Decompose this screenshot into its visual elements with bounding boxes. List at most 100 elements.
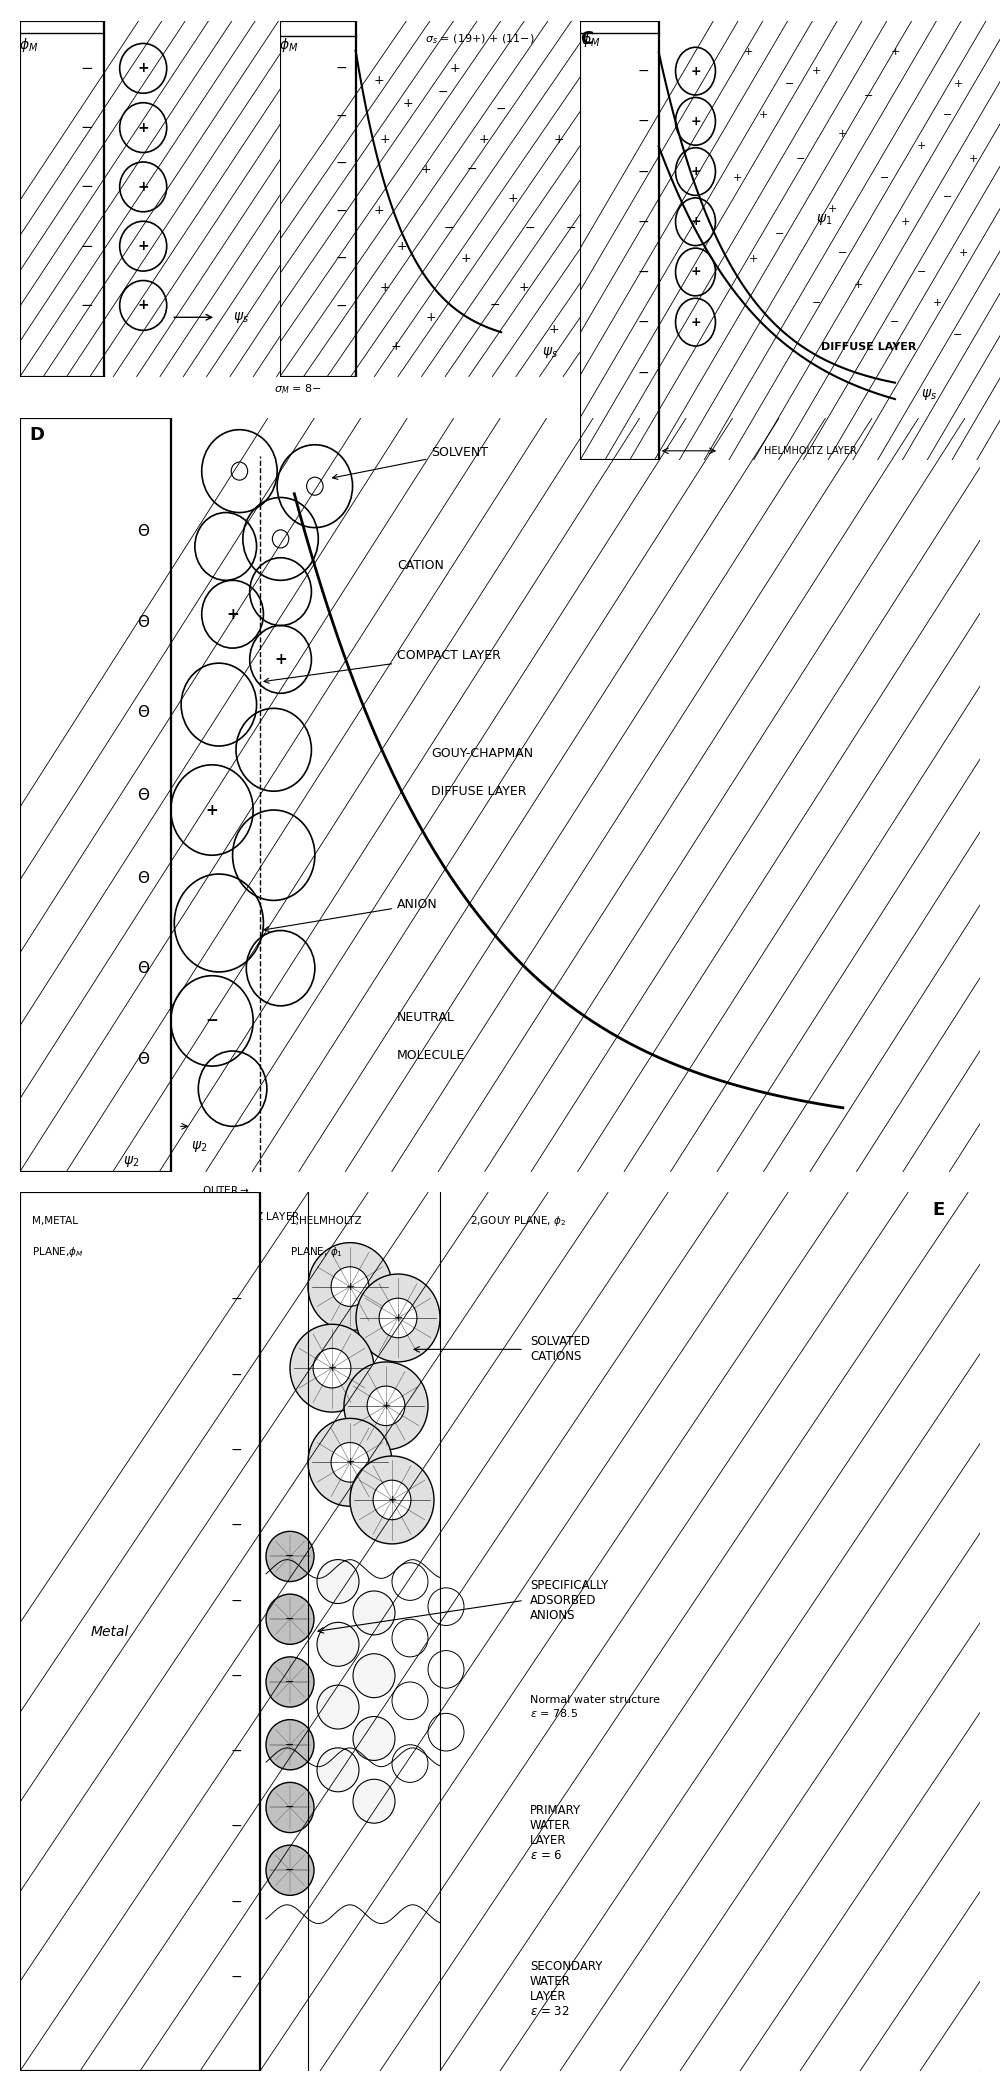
Text: COMPACT LAYER: COMPACT LAYER bbox=[264, 649, 501, 684]
Text: +: + bbox=[507, 192, 518, 205]
Text: SOLVENT: SOLVENT bbox=[333, 446, 488, 479]
Text: DIFFUSE LAYER: DIFFUSE LAYER bbox=[431, 784, 527, 797]
Circle shape bbox=[266, 1531, 314, 1582]
Text: −: − bbox=[525, 222, 535, 234]
Text: $\Theta$: $\Theta$ bbox=[137, 870, 150, 885]
Text: CATION: CATION bbox=[397, 559, 444, 571]
Text: −: − bbox=[230, 1895, 242, 1908]
Circle shape bbox=[428, 1588, 464, 1625]
Text: −: − bbox=[943, 192, 952, 201]
Text: −: − bbox=[637, 266, 649, 278]
Circle shape bbox=[266, 1720, 314, 1770]
Text: −: − bbox=[285, 1866, 295, 1874]
Text: $\Theta$: $\Theta$ bbox=[137, 705, 150, 720]
Text: +: + bbox=[548, 322, 559, 335]
Text: DIFFUSE LAYER: DIFFUSE LAYER bbox=[821, 343, 916, 351]
Text: +: + bbox=[690, 316, 701, 328]
Text: +: + bbox=[969, 155, 978, 163]
Text: +: + bbox=[327, 1364, 337, 1372]
Bar bbox=[280, 21, 356, 377]
Circle shape bbox=[266, 1782, 314, 1833]
Text: −: − bbox=[637, 215, 649, 228]
Text: M,METAL: M,METAL bbox=[32, 1215, 78, 1226]
Text: −: − bbox=[880, 174, 889, 182]
Circle shape bbox=[317, 1686, 359, 1728]
Text: 2,GOUY PLANE, $\phi_2$: 2,GOUY PLANE, $\phi_2$ bbox=[470, 1213, 566, 1228]
Text: +: + bbox=[690, 266, 701, 278]
Circle shape bbox=[428, 1713, 464, 1751]
Text: SOLVATED
CATIONS: SOLVATED CATIONS bbox=[530, 1335, 590, 1364]
Text: +: + bbox=[345, 1458, 355, 1466]
Text: +: + bbox=[137, 299, 149, 312]
Text: GOUY-CHAPMAN: GOUY-CHAPMAN bbox=[431, 747, 534, 759]
Circle shape bbox=[353, 1715, 395, 1761]
Text: −: − bbox=[812, 299, 821, 308]
Text: −: − bbox=[285, 1678, 295, 1686]
Text: −: − bbox=[335, 157, 347, 169]
Text: $\Theta$: $\Theta$ bbox=[137, 523, 150, 540]
Text: −: − bbox=[838, 249, 847, 257]
Text: D: D bbox=[30, 427, 45, 444]
Bar bbox=[580, 21, 659, 460]
Circle shape bbox=[428, 1651, 464, 1688]
Text: +: + bbox=[226, 607, 239, 621]
Text: $\psi_s$: $\psi_s$ bbox=[921, 387, 937, 402]
Text: +: + bbox=[420, 163, 431, 176]
Text: $\psi_2$: $\psi_2$ bbox=[191, 1138, 208, 1155]
Text: C: C bbox=[580, 29, 593, 48]
Circle shape bbox=[350, 1456, 434, 1544]
Text: $\Theta$: $\Theta$ bbox=[137, 787, 150, 803]
Circle shape bbox=[266, 1845, 314, 1895]
Text: +: + bbox=[397, 241, 407, 253]
Bar bbox=[20, 1192, 260, 2071]
Text: −: − bbox=[637, 316, 649, 328]
Text: +: + bbox=[953, 79, 963, 88]
Text: +: + bbox=[917, 142, 926, 151]
Text: +: + bbox=[759, 111, 768, 119]
Text: +: + bbox=[379, 134, 390, 146]
Text: −: − bbox=[81, 61, 94, 75]
Text: −: − bbox=[637, 165, 649, 178]
Text: $\phi_M$: $\phi_M$ bbox=[581, 31, 600, 48]
Text: +: + bbox=[137, 121, 149, 134]
Text: $\psi_2$: $\psi_2$ bbox=[123, 1155, 139, 1169]
Text: SECONDARY
WATER
LAYER
$\varepsilon$ = 32: SECONDARY WATER LAYER $\varepsilon$ = 32 bbox=[530, 1960, 602, 2019]
Text: +: + bbox=[391, 341, 402, 354]
Circle shape bbox=[356, 1274, 440, 1362]
Text: $\Theta$: $\Theta$ bbox=[137, 613, 150, 630]
Text: HELMHOLTZ LAYER: HELMHOLTZ LAYER bbox=[764, 446, 856, 456]
Text: $\psi_s$: $\psi_s$ bbox=[542, 345, 558, 360]
Text: +: + bbox=[854, 280, 863, 289]
Text: −: − bbox=[637, 65, 649, 77]
Circle shape bbox=[266, 1594, 314, 1644]
Text: +: + bbox=[379, 280, 390, 295]
Text: $\phi_M$: $\phi_M$ bbox=[279, 36, 298, 54]
Text: −: − bbox=[206, 1013, 218, 1029]
Text: $\psi_s$: $\psi_s$ bbox=[233, 310, 249, 324]
Text: −: − bbox=[230, 1594, 242, 1607]
Circle shape bbox=[353, 1778, 395, 1822]
Text: −: − bbox=[230, 1745, 242, 1757]
Text: −: − bbox=[81, 238, 94, 253]
Text: +: + bbox=[206, 803, 218, 818]
Text: −: − bbox=[81, 297, 94, 314]
Circle shape bbox=[317, 1623, 359, 1665]
Text: −: − bbox=[230, 1820, 242, 1833]
Text: −: − bbox=[335, 299, 347, 312]
Text: +: + bbox=[890, 48, 900, 56]
Text: SPECIFICALLY
ADSORBED
ANIONS: SPECIFICALLY ADSORBED ANIONS bbox=[530, 1579, 608, 1621]
Text: −: − bbox=[637, 366, 649, 379]
Text: +: + bbox=[827, 205, 837, 213]
Text: +: + bbox=[426, 312, 437, 324]
Text: $\sigma_M$ = 8−: $\sigma_M$ = 8− bbox=[274, 383, 321, 395]
Text: +: + bbox=[959, 249, 968, 257]
Text: −: − bbox=[335, 203, 347, 218]
Text: −: − bbox=[285, 1803, 295, 1812]
Text: $\varepsilon = \infty$: $\varepsilon = \infty$ bbox=[95, 2090, 125, 2092]
Text: −: − bbox=[943, 111, 952, 119]
Text: −: − bbox=[335, 251, 347, 266]
Text: −: − bbox=[566, 222, 576, 234]
Text: −: − bbox=[285, 1741, 295, 1749]
Text: OUTER$\rightarrow$: OUTER$\rightarrow$ bbox=[202, 1184, 250, 1197]
Text: −: − bbox=[81, 119, 94, 136]
